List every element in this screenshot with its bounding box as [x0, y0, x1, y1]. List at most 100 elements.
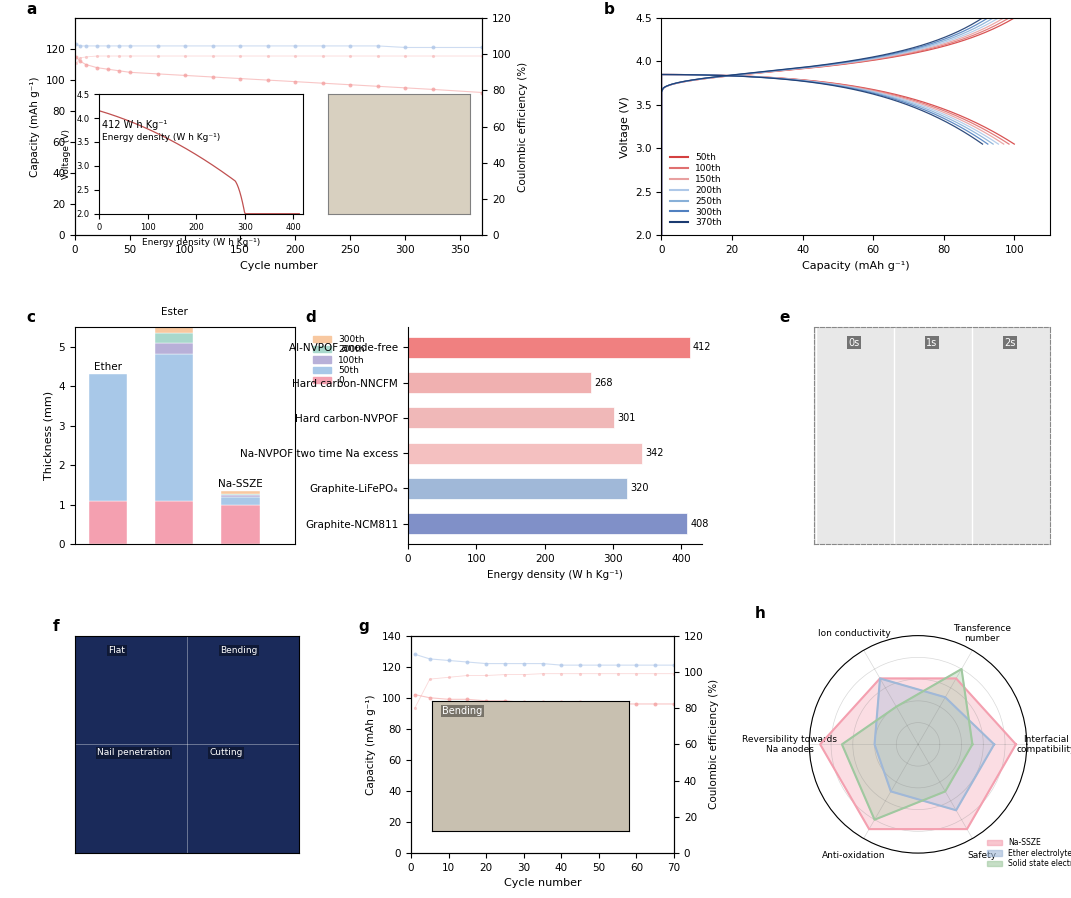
Point [397, 40, 414, 55]
Point [369, 48, 387, 63]
Point [665, 658, 682, 673]
Point [205, 39, 222, 53]
Point [440, 692, 457, 707]
Bar [155, 501, 194, 544]
Point [421, 652, 438, 666]
Point [424, 83, 441, 97]
Point [406, 647, 423, 662]
Point [72, 50, 89, 65]
Bar [221, 505, 259, 544]
Point [534, 656, 552, 671]
Text: d: d [305, 311, 316, 325]
Point [647, 666, 664, 681]
Bar [89, 501, 127, 544]
Point [110, 48, 127, 63]
Point [473, 40, 491, 55]
Bar [408, 408, 614, 428]
X-axis label: Energy density (W h Kg⁻¹): Energy density (W h Kg⁻¹) [487, 569, 623, 579]
Text: Bending: Bending [221, 646, 258, 655]
Point [369, 79, 387, 93]
Point [473, 85, 491, 100]
Point [100, 39, 117, 53]
Y-axis label: Capacity (mAh g⁻¹): Capacity (mAh g⁻¹) [30, 76, 40, 177]
Point [287, 75, 304, 89]
X-axis label: Cycle number: Cycle number [503, 878, 582, 888]
Point [609, 658, 627, 673]
Point [440, 653, 457, 667]
Legend: 300th, 200th, 100th, 50th, 0: 300th, 200th, 100th, 50th, 0 [310, 331, 368, 389]
Point [149, 48, 166, 63]
Text: 301: 301 [617, 413, 635, 423]
Point [496, 693, 513, 708]
Point [590, 697, 607, 711]
Point [342, 39, 359, 53]
Point [72, 39, 89, 53]
Bar [89, 374, 127, 501]
Point [397, 81, 414, 95]
Text: c: c [27, 311, 35, 325]
Point [572, 695, 589, 709]
Point [628, 658, 645, 673]
Point [478, 656, 495, 671]
Y-axis label: Capacity (mAh g⁻¹): Capacity (mAh g⁻¹) [366, 694, 376, 795]
Point [100, 48, 117, 63]
Point [424, 40, 441, 55]
Point [121, 48, 138, 63]
Point [177, 48, 194, 63]
Point [406, 688, 423, 702]
Point [478, 668, 495, 682]
Bar [221, 494, 259, 495]
Text: e: e [779, 311, 789, 325]
Point [314, 39, 331, 53]
Bar [408, 478, 627, 499]
Point [89, 48, 106, 63]
Point [100, 62, 117, 76]
Point [628, 666, 645, 681]
Text: Cutting: Cutting [209, 748, 242, 757]
Text: Flat: Flat [108, 646, 125, 655]
Text: b: b [603, 2, 614, 16]
Point [67, 37, 85, 51]
Point [609, 666, 627, 681]
Y-axis label: Thickness (mm): Thickness (mm) [43, 391, 54, 480]
Point [534, 695, 552, 709]
Point [77, 49, 94, 64]
Point [314, 76, 331, 91]
Text: 0s: 0s [848, 338, 859, 348]
Point [647, 697, 664, 711]
Text: h: h [755, 606, 766, 621]
Text: 2s: 2s [1005, 338, 1016, 348]
Bar [221, 497, 259, 505]
Point [231, 39, 248, 53]
Legend: 50th, 100th, 150th, 200th, 250th, 300th, 370th: 50th, 100th, 150th, 200th, 250th, 300th,… [666, 150, 725, 231]
Point [609, 697, 627, 711]
Point [515, 667, 532, 682]
Text: 320: 320 [630, 483, 649, 494]
Point [259, 39, 276, 53]
Text: Nail penetration: Nail penetration [97, 748, 171, 757]
Text: Na-SSZE: Na-SSZE [218, 480, 262, 489]
Polygon shape [875, 678, 994, 810]
Y-axis label: Coulombic efficiency (%): Coulombic efficiency (%) [709, 679, 719, 809]
Point [397, 48, 414, 63]
Bar [155, 343, 194, 355]
Bar [155, 355, 194, 501]
Bar [155, 319, 194, 333]
Point [590, 658, 607, 673]
Point [496, 667, 513, 682]
Point [72, 54, 89, 68]
Point [572, 658, 589, 673]
Point [205, 70, 222, 84]
Y-axis label: Coulombic efficiency (%): Coulombic efficiency (%) [517, 62, 528, 192]
Point [665, 697, 682, 711]
Text: 268: 268 [594, 377, 613, 388]
X-axis label: Cycle number: Cycle number [240, 260, 317, 270]
Text: 408: 408 [691, 519, 709, 529]
Text: f: f [52, 620, 59, 634]
Point [458, 668, 476, 682]
Point [458, 655, 476, 669]
Point [406, 701, 423, 716]
Point [458, 692, 476, 707]
Text: Ether: Ether [94, 362, 122, 373]
Text: g: g [359, 620, 369, 634]
